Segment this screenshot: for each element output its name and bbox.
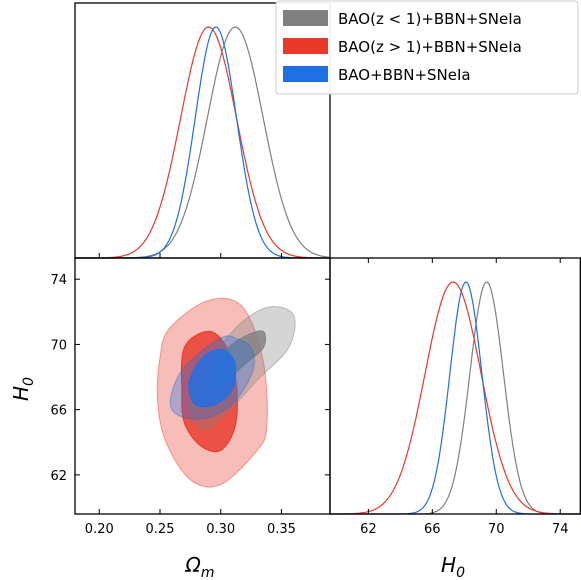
y-tick-label-h0: 74 [50, 273, 67, 288]
legend-box [275, 0, 579, 95]
legend-label: BAO(z > 1)+BBN+SNeIa [338, 38, 522, 56]
legend-swatch [283, 38, 328, 54]
legend-label: BAO+BBN+SNeIa [338, 66, 471, 84]
y-tick-label-h0: 66 [50, 404, 67, 419]
legend-swatch [283, 66, 328, 82]
tick-layer: 0.20 0.25 0.30 0.35 62 66 70 74 62 66 70 74 [50, 253, 568, 537]
x-tick-label-omega: 0.20 [85, 522, 114, 537]
legend-label: BAO(z < 1)+BBN+SNeIa [338, 10, 522, 28]
x-tick-label-h0: 74 [552, 522, 569, 537]
x-tick-label-h0: 70 [488, 522, 505, 537]
legend: BAO(z < 1)+BBN+SNeIa BAO(z > 1)+BBN+SNeIa… [275, 0, 579, 95]
contour-layer [156, 297, 296, 488]
panel-frames [74, 2, 581, 515]
marginal-h0-3 [330, 281, 581, 515]
marginal-h0-2 [330, 281, 581, 515]
y-tick-label-h0: 62 [50, 469, 67, 484]
contour-3 [169, 335, 255, 420]
panel-h0-marginal [329, 257, 581, 515]
x-tick-label-h0: 66 [424, 522, 441, 537]
x-axis-label-omega: Ωm [185, 553, 215, 580]
x-tick-label-h0: 62 [360, 522, 377, 537]
x-tick-label-omega: 0.25 [146, 522, 175, 537]
marginal-h0-1 [330, 281, 581, 515]
legend-swatch [283, 10, 328, 26]
marginal-omega-2 [75, 26, 330, 259]
y-tick-label-h0: 70 [50, 338, 67, 353]
x-axis-label-h0: H0 [441, 553, 465, 580]
axis-labels: Ωm H0 H0 [9, 377, 465, 580]
x-tick-label-omega: 0.35 [267, 522, 296, 537]
x-tick-label-omega: 0.30 [206, 522, 235, 537]
marginal-curves-layer [75, 26, 581, 515]
y-axis-label-h0: H0 [9, 377, 37, 401]
contour-inner [188, 348, 237, 408]
